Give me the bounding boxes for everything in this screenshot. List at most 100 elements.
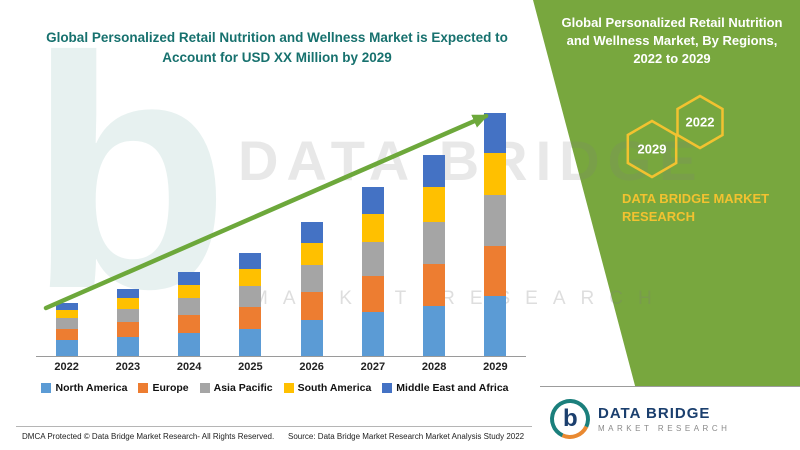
- bar-segment: [178, 272, 201, 285]
- bar-slot: [36, 108, 97, 356]
- bar-segment: [116, 322, 139, 338]
- bar-segment: [239, 306, 262, 329]
- bar-segment: [116, 298, 139, 309]
- bar-slot: [465, 108, 526, 356]
- bar-segment: [178, 333, 201, 356]
- x-labels: 2022 2023 2024 2025 2026 2027 2028 2029: [36, 361, 526, 373]
- legend-item: Asia Pacific: [199, 382, 273, 394]
- bar-segment: [55, 318, 78, 329]
- footer-divider: [16, 426, 532, 427]
- bar-segment: [55, 302, 78, 310]
- bar-segment: [484, 296, 507, 356]
- chart-legend: North America Europe Asia Pacific South Ame…: [18, 382, 532, 394]
- x-tick-label: 2028: [421, 361, 447, 373]
- bar-segment: [116, 337, 139, 356]
- legend-item: North America: [41, 382, 127, 394]
- stacked-bar: [178, 272, 201, 356]
- hexagon-2022-shape: [676, 94, 724, 150]
- x-tick-label: 2023: [115, 361, 141, 373]
- brand-text: DATA BRIDGE MARKET RESEARCH: [622, 191, 770, 225]
- bar-segment: [423, 154, 446, 188]
- databridge-logo-icon: b: [544, 392, 596, 445]
- bar-segment: [239, 253, 262, 270]
- logo-subtitle: MARKET RESEARCH: [598, 423, 731, 433]
- bar-segment: [300, 242, 323, 265]
- stacked-bar: [300, 222, 323, 356]
- bar-segment: [300, 320, 323, 356]
- bar-segment: [116, 308, 139, 323]
- chart-title: Global Personalized Retail Nutrition and…: [46, 30, 508, 65]
- logo-monogram: b: [562, 404, 578, 432]
- stacked-bar: [423, 154, 446, 356]
- stacked-bar: [484, 113, 507, 356]
- bar-segment: [423, 305, 446, 356]
- legend-label: Asia Pacific: [213, 382, 273, 394]
- bar-segment: [423, 221, 446, 264]
- bar-segment: [361, 276, 384, 312]
- bar-segment: [55, 328, 78, 341]
- bar-segment: [178, 298, 201, 316]
- logo-box: b DATA BRIDGE MARKET RESEARCH: [540, 386, 800, 450]
- trend-arrow: [43, 113, 489, 311]
- stacked-bar: [116, 288, 139, 356]
- bar-slot: [342, 108, 403, 356]
- bar-segment: [361, 312, 384, 356]
- market-research-watermark-text: MARKET RESEARCH: [252, 288, 667, 309]
- bar-segment: [239, 269, 262, 286]
- x-tick-label: 2022: [54, 361, 79, 373]
- side-panel-title: Global Personalized Retail Nutrition and…: [561, 15, 783, 67]
- bar-segment: [116, 288, 139, 299]
- bar-segment: [300, 264, 323, 293]
- source-note: Source: Data Bridge Market Research Mark…: [288, 432, 525, 441]
- bar-segment: [361, 213, 384, 242]
- legend-label: Middle East and Africa: [396, 382, 509, 394]
- legend-swatch: [138, 383, 149, 393]
- legend-label: North America: [55, 382, 128, 394]
- bar-segment: [484, 246, 507, 297]
- bar-segment: [423, 187, 446, 222]
- legend-item: South America: [283, 382, 372, 394]
- bar-segment: [239, 328, 262, 356]
- bar-segment: [484, 113, 507, 153]
- bar-segment: [361, 241, 384, 277]
- stacked-bar: [55, 302, 78, 356]
- legend-label: South America: [297, 382, 372, 394]
- legend-swatch: [382, 383, 393, 393]
- bar-slot: [404, 108, 465, 356]
- stacked-bar: [361, 187, 384, 356]
- x-tick-label: 2026: [299, 361, 324, 373]
- x-tick-label: 2025: [238, 361, 263, 373]
- legend-swatch: [41, 383, 52, 393]
- logo-text-block: DATA BRIDGE MARKET RESEARCH: [598, 405, 730, 433]
- bar-slot: [220, 108, 281, 356]
- dmca-notice: DMCA Protected © Data Bridge Market Rese…: [22, 432, 275, 441]
- bar-segment: [300, 292, 323, 321]
- legend-swatch: [199, 383, 210, 393]
- bar-segment: [361, 187, 384, 214]
- bar-segment: [55, 309, 78, 319]
- x-tick-label: 2027: [360, 361, 386, 373]
- hexagon-year-2022: 2022: [685, 114, 715, 130]
- bar-slot: [97, 108, 158, 356]
- bar-plot: [36, 108, 526, 357]
- x-tick-label: 2029: [483, 361, 508, 373]
- logo-name: DATA BRIDGE: [598, 404, 711, 422]
- legend-label: Europe: [152, 382, 189, 394]
- legend-swatch: [283, 383, 294, 393]
- bar-segment: [300, 222, 323, 243]
- hexagons-graphic: [626, 94, 724, 179]
- bar-slot: [281, 108, 342, 356]
- legend-item: Europe: [138, 382, 189, 394]
- legend-item: Middle East and Africa: [382, 382, 509, 394]
- bar-segment: [484, 152, 507, 195]
- bar-segment: [178, 284, 201, 299]
- bar-segment: [55, 340, 78, 356]
- bar-segment: [423, 263, 446, 306]
- stacked-bar: [239, 253, 262, 356]
- hexagon-year-2029: 2029: [637, 141, 667, 157]
- databridge-watermark-text: DATA BRIDGE: [238, 129, 705, 192]
- bar-segment: [178, 315, 201, 333]
- hexagon-2029-shape: [626, 119, 678, 179]
- x-tick-label: 2024: [176, 361, 202, 373]
